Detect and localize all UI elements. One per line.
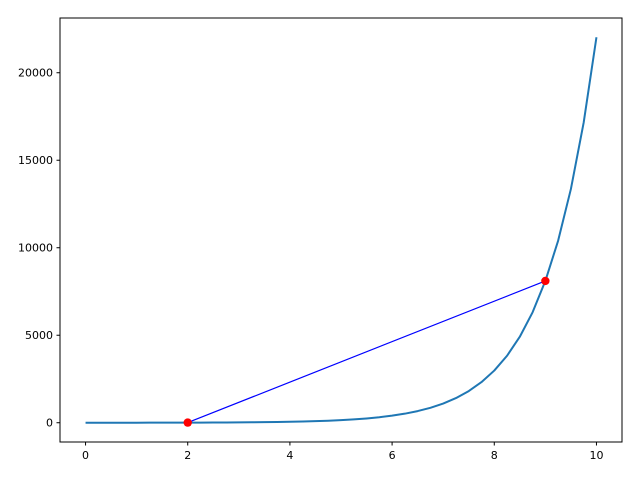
y-tick-label: 15000: [18, 154, 53, 167]
x-tick-label: 10: [589, 449, 603, 462]
plot-area: [85, 37, 598, 427]
scatter-point: [541, 276, 550, 286]
y-tick-label: 10000: [18, 242, 53, 255]
x-tick-label: 2: [184, 449, 191, 462]
scatter-point: [183, 418, 192, 427]
x-tick-label: 0: [82, 449, 89, 462]
secant-line: [187, 280, 546, 424]
x-tick-label: 6: [389, 449, 396, 462]
x-tick-label: 4: [286, 449, 293, 462]
y-tick-label: 20000: [18, 67, 53, 80]
y-axis: 0 5000 10000 15000 20000: [18, 67, 60, 430]
x-axis: 0 2 4 6 8 10: [82, 442, 603, 462]
x-tick-label: 8: [491, 449, 498, 462]
y-tick-label: 5000: [25, 329, 53, 342]
exp-curve-line: [85, 37, 598, 424]
axes-frame: [59, 17, 623, 443]
y-tick-label: 0: [46, 417, 53, 430]
